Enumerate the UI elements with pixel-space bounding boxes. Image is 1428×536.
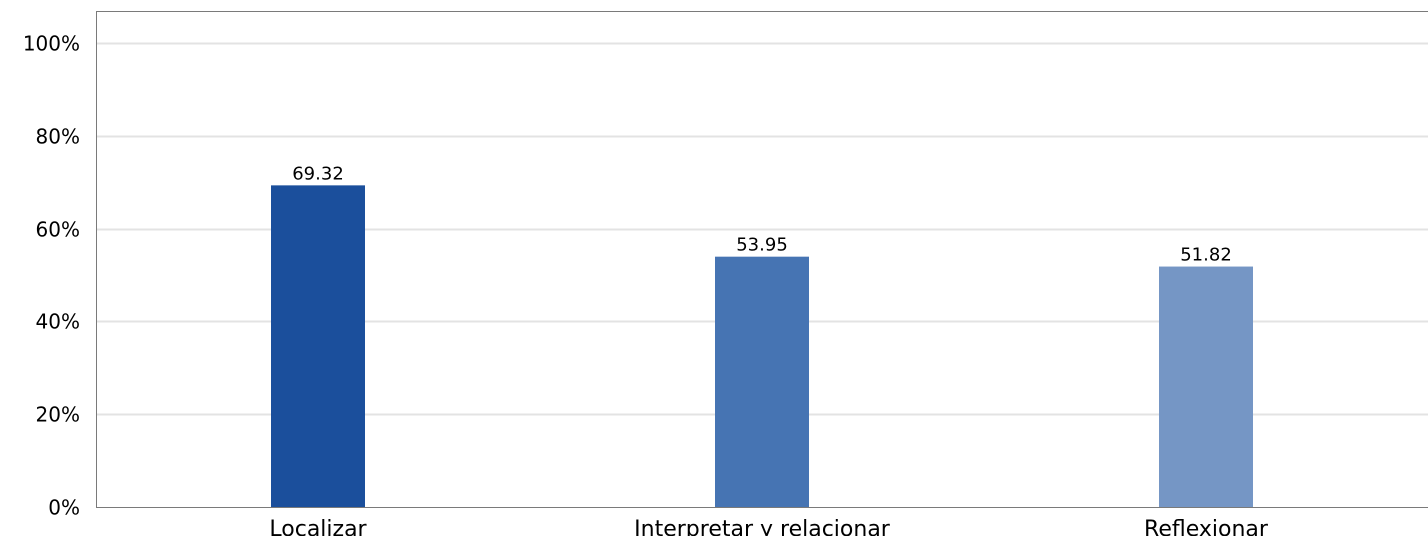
x-category-label: Reflexionar (1144, 517, 1269, 536)
y-tick-label: 20% (36, 403, 80, 427)
x-category-labels: Localizar Interpretar y relacionar Reflexi… (269, 517, 1269, 536)
data-labels: 69.32 53.95 51.82 (292, 163, 1232, 265)
y-tick-label: 0% (48, 496, 80, 520)
data-label: 69.32 (292, 163, 344, 184)
y-tick-label: 40% (36, 310, 80, 334)
y-tick-labels: 0% 20% 40% 60% 80% 100% (23, 32, 80, 520)
x-category-label: Localizar (269, 517, 367, 536)
x-category-label: Interpretar y relacionar (634, 517, 891, 536)
y-tick-label: 60% (36, 218, 80, 242)
bar (271, 185, 365, 507)
y-tick-label: 100% (23, 32, 80, 56)
bar (1159, 266, 1253, 507)
data-label: 53.95 (736, 235, 788, 256)
y-tick-label: 80% (36, 125, 80, 149)
bar (715, 256, 809, 507)
axes (96, 11, 1428, 508)
bars (271, 185, 1253, 507)
data-label: 51.82 (1180, 245, 1232, 266)
